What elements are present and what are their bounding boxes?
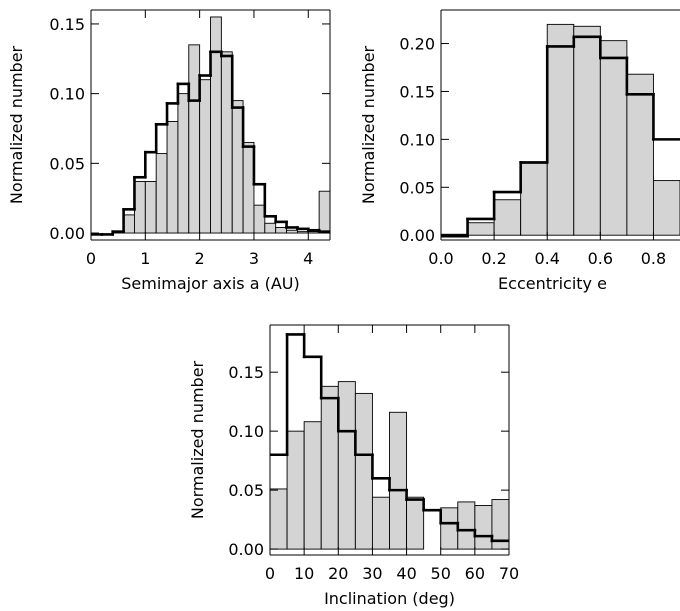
x-tick-label: 0.6 (588, 249, 613, 268)
y-tick-label: 0.10 (399, 130, 435, 149)
histogram-bar (626, 73, 654, 236)
x-tick-label: 1 (140, 249, 150, 268)
histogram-bar (440, 507, 459, 550)
y-tick-label: 0.05 (399, 178, 435, 197)
inclination-histogram-panel: 0 10 20 30 40 50 60 70 0.00 0.05 0.10 0.15 Inclinati… (188, 324, 519, 608)
histogram-bar (275, 227, 287, 234)
histogram-bar (123, 214, 135, 234)
plot-area (91, 16, 330, 236)
x-axis-label: Semimajor axis a (AU) (121, 274, 300, 293)
x-axis-label: Eccentricity e (498, 274, 607, 293)
histogram-bar (520, 162, 548, 236)
histogram-bar (457, 501, 476, 550)
x-tick-label: 60 (465, 564, 485, 583)
y-tick-label: 0.15 (399, 82, 435, 101)
histogram-bar (144, 181, 157, 234)
histogram-bar (474, 505, 493, 550)
histogram-bar (320, 385, 339, 550)
y-tick-label: 0.00 (49, 224, 85, 243)
histogram-bar (573, 25, 601, 236)
x-tick-label: 2 (195, 249, 205, 268)
histogram-bar (220, 51, 233, 234)
histogram-bar (371, 496, 390, 550)
x-axis-label: Inclination (deg) (324, 589, 455, 608)
x-tick-label: 50 (431, 564, 451, 583)
x-tick-label: 0.4 (534, 249, 559, 268)
plot-area (270, 333, 509, 550)
histogram-bar (467, 222, 495, 236)
y-tick-label: 0.05 (228, 481, 264, 500)
histogram-bar (166, 121, 179, 234)
y-axis-label: Normalized number (188, 360, 207, 519)
y-tick-label: 0.10 (49, 85, 85, 104)
histogram-bar (286, 229, 298, 234)
y-axis-label: Normalized number (359, 45, 378, 204)
x-tick-label: 0 (86, 249, 96, 268)
histogram-bar (652, 180, 680, 236)
histogram-bar (389, 411, 408, 550)
x-tick-label: 0.2 (481, 249, 506, 268)
x-tick-label: 0 (265, 564, 275, 583)
histogram-bar (318, 190, 330, 234)
histogram-bar (270, 488, 288, 550)
x-tick-label: 0.0 (428, 249, 453, 268)
plot-area (441, 23, 680, 238)
y-tick-label: 0.05 (49, 154, 85, 173)
histogram-bar (155, 153, 168, 234)
x-tick-label: 3 (249, 249, 259, 268)
y-tick-label: 0.20 (399, 35, 435, 54)
histogram-bar (253, 204, 266, 234)
histogram-bar (231, 100, 244, 234)
x-tick-label: 10 (294, 564, 314, 583)
y-tick-label: 0.15 (49, 15, 85, 34)
eccentricity-histogram-panel: 0.0 0.2 0.4 0.6 0.8 0.00 0.05 0.10 0.15 0.20 Eccen… (359, 9, 680, 293)
histogram-bar (134, 181, 146, 234)
x-tick-label: 4 (303, 249, 313, 268)
semimajor-axis-histogram-panel: 0 1 2 3 4 0.00 0.05 0.10 0.15 Semimajor axis a (A… (7, 9, 331, 293)
histogram-bar (296, 231, 309, 234)
histogram-bar (177, 93, 190, 234)
y-tick-label: 0.10 (228, 422, 264, 441)
histogram-bar (188, 44, 201, 234)
histogram-bar (264, 222, 277, 234)
histogram-bar (337, 381, 356, 550)
x-tick-label: 40 (396, 564, 416, 583)
y-tick-label: 0.15 (228, 363, 264, 382)
histogram-bar (546, 23, 575, 236)
histogram-bar (286, 430, 305, 550)
y-tick-label: 0.00 (228, 540, 264, 559)
histogram-bar (599, 40, 628, 236)
histogram-bar (493, 199, 522, 236)
histogram-bar (199, 79, 211, 234)
x-tick-label: 20 (328, 564, 348, 583)
histogram-bar (354, 392, 373, 550)
x-tick-label: 70 (499, 564, 519, 583)
histogram-bar (303, 421, 322, 550)
histogram-bar (406, 496, 425, 550)
y-axis-label: Normalized number (7, 45, 26, 204)
x-tick-label: 30 (362, 564, 382, 583)
x-tick-label: 0.8 (641, 249, 666, 268)
histogram-bar (307, 231, 320, 234)
histogram-bar (210, 16, 222, 234)
y-tick-label: 0.00 (399, 226, 435, 245)
histogram-bar (242, 141, 255, 234)
